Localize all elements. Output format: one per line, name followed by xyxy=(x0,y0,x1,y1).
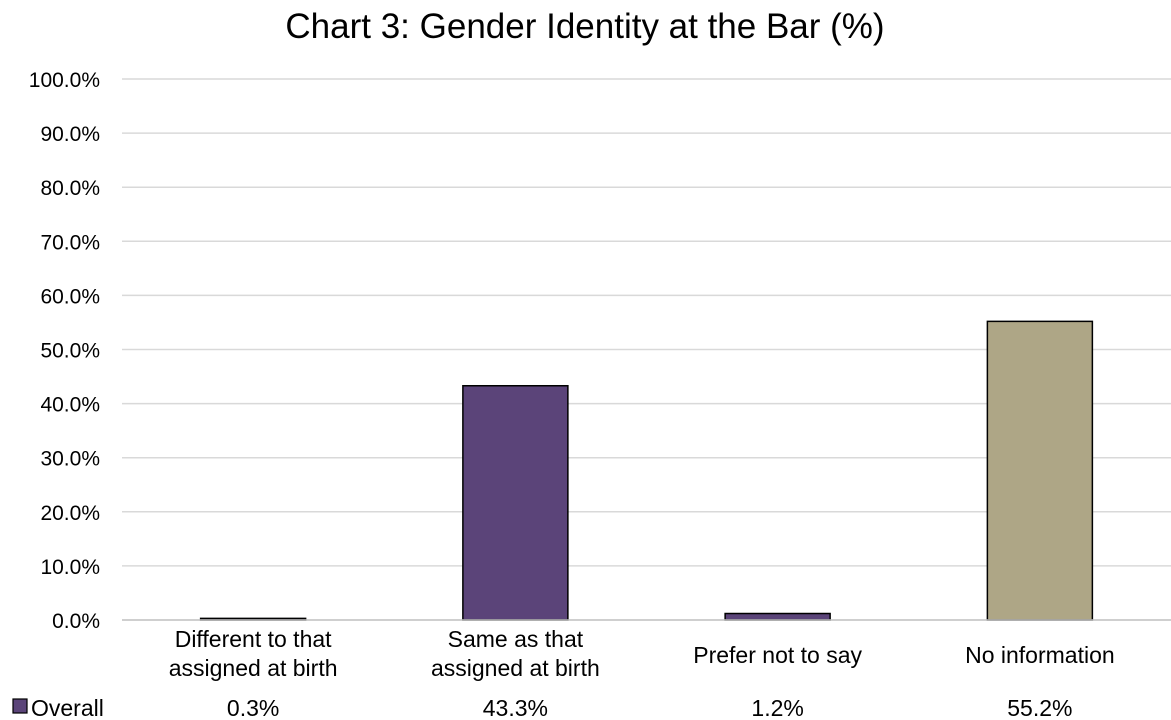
data-label: 43.3% xyxy=(483,695,548,720)
category-label: Same as that xyxy=(448,626,584,652)
y-tick-label: 20.0% xyxy=(40,502,100,525)
y-tick-label: 70.0% xyxy=(40,231,100,254)
category-label: Different to that xyxy=(175,626,332,652)
gridlines xyxy=(122,78,1171,567)
legend-label-overall: Overall xyxy=(31,695,104,720)
y-tick-label: 0.0% xyxy=(52,610,100,633)
category-label: No information xyxy=(965,642,1115,668)
category-labels: Different to that assigned at birth Same a… xyxy=(169,626,1115,681)
data-label: 0.3% xyxy=(227,695,279,720)
data-label: 1.2% xyxy=(751,695,803,720)
category-label: assigned at birth xyxy=(431,655,600,681)
chart-title: Chart 3: Gender Identity at the Bar (%) xyxy=(285,7,884,46)
y-tick-label: 10.0% xyxy=(40,556,100,579)
y-tick-label: 40.0% xyxy=(40,394,100,417)
y-tick-label: 80.0% xyxy=(40,177,100,200)
y-tick-label: 100.0% xyxy=(29,69,100,92)
bar xyxy=(462,384,569,621)
bars xyxy=(199,320,1094,621)
data-label: 55.2% xyxy=(1007,695,1072,720)
y-tick-label: 60.0% xyxy=(40,285,100,308)
legend-swatch-overall xyxy=(12,698,28,714)
y-tick-label: 90.0% xyxy=(40,123,100,146)
y-axis-ticks: 0.0% 10.0% 20.0% 30.0% 40.0% 50.0% 60.0% 70.0% 8… xyxy=(29,69,100,633)
legend: Overall xyxy=(12,695,104,720)
bar xyxy=(986,320,1094,621)
y-tick-label: 30.0% xyxy=(40,448,100,471)
data-table-values: 0.3% 43.3% 1.2% 55.2% xyxy=(227,695,1073,720)
category-label: assigned at birth xyxy=(169,655,338,681)
y-tick-label: 50.0% xyxy=(40,340,100,363)
bar xyxy=(724,612,831,621)
category-label: Prefer not to say xyxy=(693,642,862,668)
